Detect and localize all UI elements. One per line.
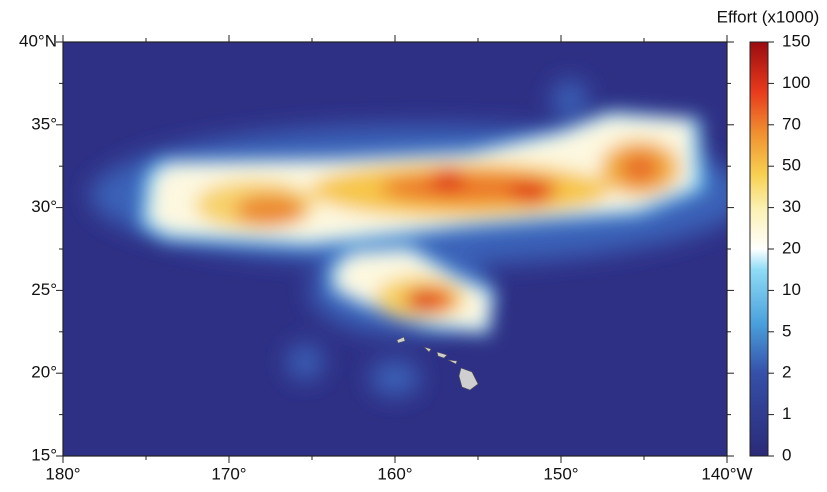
lat-label: 25° xyxy=(31,280,57,299)
lon-label: 150° xyxy=(543,464,578,483)
colorbar-label: 0 xyxy=(782,445,791,464)
islands xyxy=(396,336,479,391)
lon-label: 170° xyxy=(211,464,246,483)
lon-label: 160° xyxy=(377,464,412,483)
colorbar-label: 50 xyxy=(782,156,801,175)
colorbar-label: 2 xyxy=(782,363,791,382)
lon-label: 140°W xyxy=(701,464,752,483)
colorbar-label: 1 xyxy=(782,404,791,423)
colorbar-label: 5 xyxy=(782,321,791,340)
heatmap xyxy=(63,42,727,456)
colorbar xyxy=(749,41,769,457)
lat-label: 35° xyxy=(31,114,57,133)
colorbar-label: 150 xyxy=(782,31,810,50)
colorbar-label: 70 xyxy=(782,114,801,133)
lat-label: 15° xyxy=(31,445,57,464)
lon-label: 180° xyxy=(45,464,80,483)
colorbar-label: 30 xyxy=(782,197,801,216)
lat-label: 40°N xyxy=(19,31,57,50)
colorbar-label: 100 xyxy=(782,73,810,92)
colorbar-label: 20 xyxy=(782,238,801,257)
colorbar-label: 10 xyxy=(782,280,801,299)
colorbar-title: Effort (x1000) xyxy=(717,7,820,26)
lat-label: 30° xyxy=(31,197,57,216)
lat-label: 20° xyxy=(31,363,57,382)
